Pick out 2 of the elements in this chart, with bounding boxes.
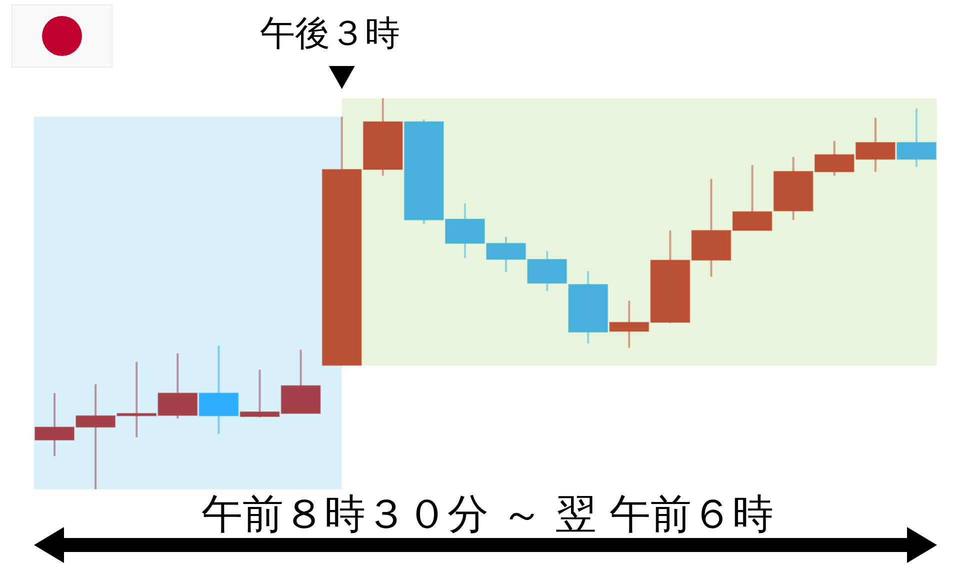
text: 午後３時 — [260, 14, 400, 54]
x-axis-title: 午前８時３０分 ～ 翌 午前６時 — [201, 490, 774, 538]
